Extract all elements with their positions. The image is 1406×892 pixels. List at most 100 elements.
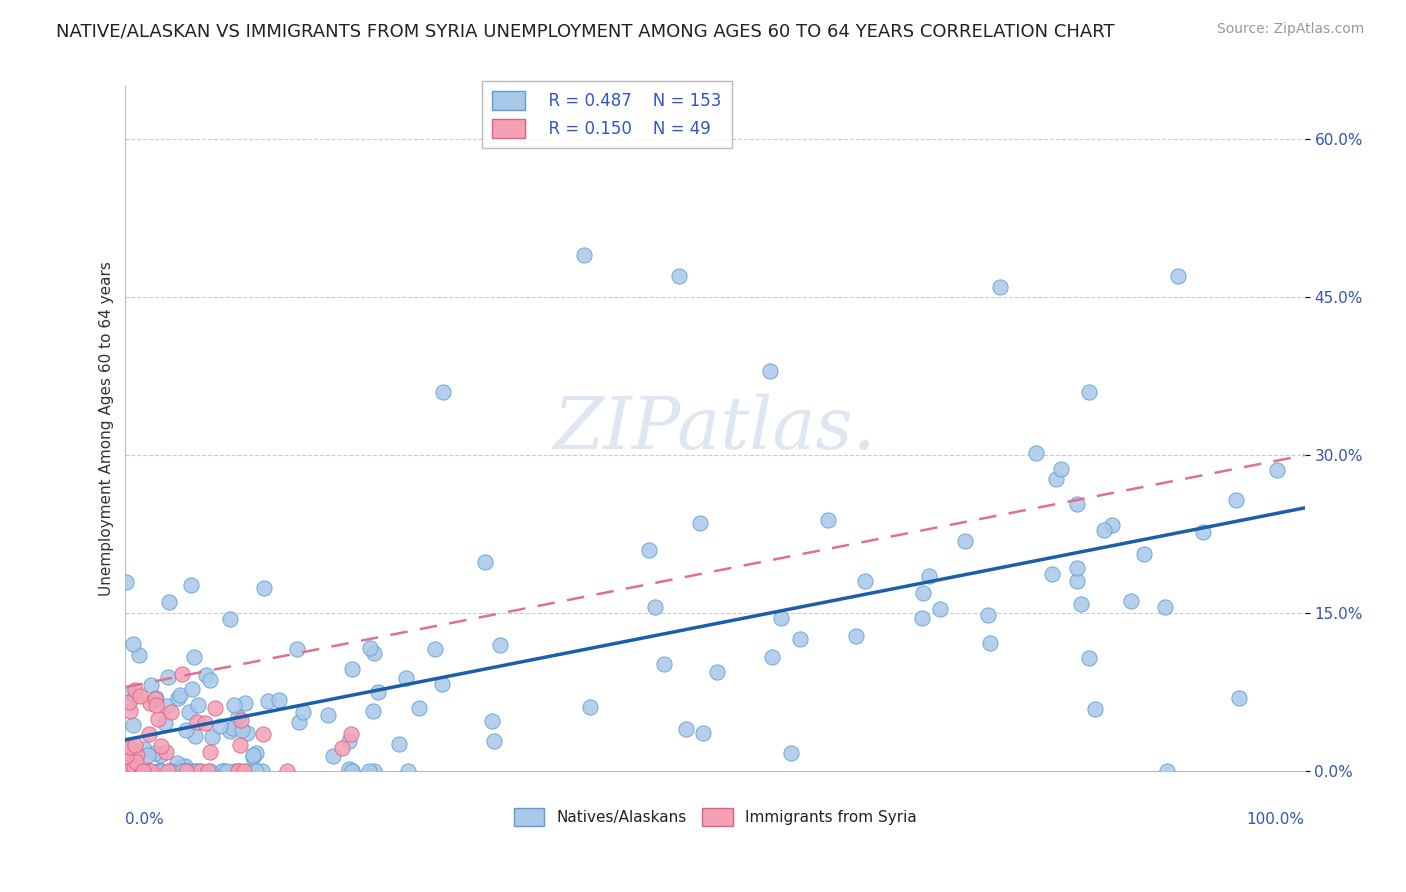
Text: ZIPatlas.: ZIPatlas. — [554, 393, 876, 464]
Point — [117, 764, 139, 779]
Point — [1133, 547, 1156, 561]
Point — [425, 642, 447, 657]
Point — [1078, 384, 1101, 399]
Point — [770, 611, 793, 625]
Point — [340, 727, 363, 741]
Point — [157, 670, 180, 684]
Point — [267, 693, 290, 707]
Point — [1167, 268, 1189, 283]
Text: 0.0%: 0.0% — [125, 813, 165, 828]
Point — [150, 764, 173, 779]
Point — [340, 764, 363, 779]
Point — [219, 612, 242, 626]
Point — [337, 762, 360, 776]
Point — [574, 248, 596, 262]
Point — [121, 764, 143, 779]
Point — [128, 764, 150, 779]
Point — [177, 764, 200, 779]
Point — [1101, 517, 1123, 532]
Point — [201, 730, 224, 744]
Point — [134, 742, 156, 756]
Point — [1154, 599, 1177, 614]
Point — [484, 734, 506, 748]
Text: Source: ZipAtlas.com: Source: ZipAtlas.com — [1216, 22, 1364, 37]
Point — [929, 602, 952, 616]
Point — [853, 574, 876, 588]
Point — [780, 746, 803, 760]
Point — [179, 706, 201, 720]
Point — [120, 686, 142, 700]
Point — [692, 726, 714, 740]
Point — [652, 657, 675, 671]
Point — [117, 752, 139, 766]
Point — [128, 764, 150, 779]
Point — [224, 764, 246, 779]
Point — [145, 690, 167, 705]
Point — [139, 764, 162, 779]
Point — [242, 749, 264, 764]
Point — [136, 764, 159, 779]
Point — [953, 534, 976, 549]
Point — [758, 364, 780, 378]
Point — [233, 696, 256, 710]
Point — [157, 764, 180, 779]
Point — [180, 578, 202, 592]
Point — [226, 710, 249, 724]
Point — [1121, 593, 1143, 607]
Point — [977, 607, 1000, 622]
Point — [148, 764, 170, 779]
Point — [173, 764, 195, 779]
Point — [288, 715, 311, 730]
Point — [155, 745, 177, 759]
Point — [209, 718, 232, 732]
Point — [172, 667, 194, 681]
Point — [188, 764, 211, 779]
Point — [125, 755, 148, 769]
Point — [149, 739, 172, 753]
Point — [125, 748, 148, 763]
Point — [235, 725, 257, 739]
Point — [117, 739, 139, 754]
Point — [1192, 524, 1215, 539]
Point — [149, 747, 172, 762]
Point — [183, 649, 205, 664]
Point — [1265, 463, 1288, 477]
Point — [340, 764, 363, 779]
Point — [146, 764, 169, 779]
Point — [139, 678, 162, 692]
Point — [136, 748, 159, 763]
Y-axis label: Unemployment Among Ages 60 to 64 years: Unemployment Among Ages 60 to 64 years — [100, 261, 114, 596]
Point — [250, 764, 273, 779]
Point — [242, 747, 264, 762]
Point — [138, 764, 160, 779]
Point — [285, 642, 308, 657]
Point — [357, 764, 380, 779]
Point — [184, 729, 207, 743]
Point — [167, 691, 190, 706]
Point — [481, 714, 503, 728]
Point — [124, 690, 146, 704]
Point — [148, 712, 170, 726]
Point — [124, 683, 146, 698]
Point — [1042, 567, 1064, 582]
Point — [257, 694, 280, 708]
Point — [190, 764, 212, 779]
Point — [172, 764, 194, 779]
Point — [340, 662, 363, 676]
Point — [316, 707, 339, 722]
Point — [367, 685, 389, 699]
Point — [169, 689, 191, 703]
Point — [114, 575, 136, 590]
Point — [172, 759, 194, 773]
Point — [245, 747, 267, 761]
Point — [118, 764, 141, 779]
Point — [229, 739, 252, 753]
Point — [1225, 492, 1247, 507]
Point — [706, 665, 728, 680]
Point — [138, 697, 160, 711]
Point — [845, 629, 868, 643]
Point — [228, 764, 250, 779]
Point — [131, 764, 153, 779]
Point — [172, 764, 194, 779]
Point — [121, 764, 143, 779]
